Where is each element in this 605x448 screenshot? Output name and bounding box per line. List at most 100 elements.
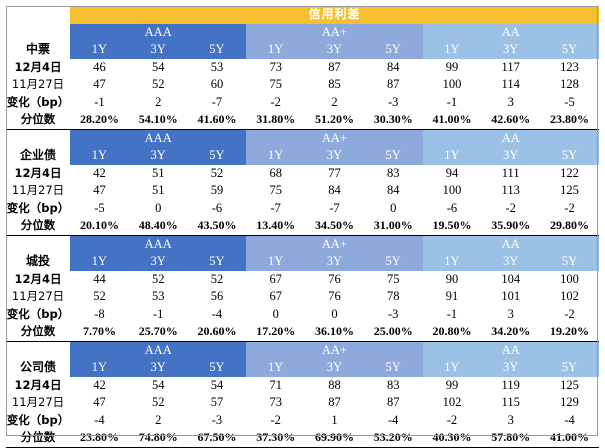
spread-value-cell: 100 — [560, 271, 579, 286]
tenor-header: 1Y — [246, 253, 306, 271]
spread-value-cell: 25.70% — [128, 323, 188, 342]
section-name: 企业债 — [20, 148, 57, 162]
row-label: 11月27日 — [11, 77, 65, 91]
spread-value-cell: 47 — [93, 183, 106, 197]
spread-value-cell: -2 — [505, 200, 516, 215]
spread-value-cell: 125 — [560, 183, 579, 197]
row-label: 分位数 — [6, 217, 71, 236]
spread-value-cell: 73 — [269, 395, 282, 409]
spread-value-cell: -1 — [152, 306, 164, 321]
tenor-header: 5Y — [187, 41, 247, 59]
row-label: 12月4日 — [14, 271, 62, 286]
spread-value-cell: 19.50% — [422, 217, 482, 236]
spread-value-cell: 87 — [386, 395, 400, 409]
spread-value-cell: 56 — [210, 289, 224, 303]
spread-value-cell: -8 — [94, 306, 105, 321]
spread-value-cell: 77 — [328, 165, 341, 180]
spread-value-cell: 54.10% — [128, 111, 188, 130]
rating-group-header: AA+ — [246, 235, 423, 253]
spread-value-cell: 42.60% — [481, 111, 541, 130]
tenor-header: 5Y — [540, 147, 599, 165]
tenor-header: 3Y — [128, 41, 188, 59]
spread-value-cell: 75 — [269, 183, 282, 197]
spread-value-cell: 85 — [328, 77, 341, 91]
spread-value-cell: 44 — [93, 271, 106, 286]
spread-value-cell: 57.80% — [481, 429, 541, 448]
previous-date-row: 11月27日 52 53 56 67 76 78 91 101 102 — [6, 288, 599, 306]
spread-value-cell: 3 — [507, 94, 514, 109]
row-label: 变化（bp） — [6, 306, 70, 321]
spread-value-cell: 100 — [442, 183, 462, 197]
tenor-header: 5Y — [363, 147, 423, 165]
tenor-header: 3Y — [305, 359, 364, 377]
row-label: 11月27日 — [11, 289, 65, 303]
tenor-header: 5Y — [187, 359, 247, 377]
tenor-header: 1Y — [70, 41, 129, 59]
tenor-header: 3Y — [305, 147, 364, 165]
row-label: 12月4日 — [14, 377, 62, 392]
tenor-header: 5Y — [187, 147, 247, 165]
spread-value-cell: 74.80% — [128, 429, 188, 448]
section-header-row: 城投 AAA AA+ AA — [6, 235, 599, 268]
spread-value-cell: 23.80% — [540, 111, 599, 130]
spread-value-cell: -4 — [387, 412, 399, 427]
spread-value-cell: -7 — [270, 200, 281, 215]
spread-value-cell: 13.40% — [246, 217, 306, 236]
spread-value-cell: 0 — [390, 200, 397, 215]
row-label: 12月4日 — [14, 165, 62, 180]
percentile-row: 分位数 23.80% 74.80% 67.50% 37.30% 69.90% 53.20% 4… — [6, 429, 599, 448]
spread-value-cell: 52 — [210, 271, 224, 286]
spread-value-cell: 84 — [328, 183, 341, 197]
row-label: 变化（bp） — [6, 412, 70, 427]
spread-value-cell: 123 — [560, 59, 579, 74]
spread-value-cell: 47 — [93, 395, 106, 409]
tenor-header: 1Y — [246, 359, 306, 377]
change-bp-row: 变化（bp） -8 -1 -4 0 0 -3 -1 3 -2 — [6, 306, 599, 324]
spread-value-cell: 40.30% — [422, 429, 482, 448]
previous-date-row: 11月27日 47 51 59 75 84 84 100 113 125 — [6, 182, 599, 200]
spread-value-cell: 71 — [269, 377, 282, 392]
rating-group-header: AA+ — [246, 341, 423, 359]
section-name: 公司债 — [20, 360, 57, 374]
rating-group-header: AA — [422, 235, 599, 253]
spread-value-cell: 99 — [445, 377, 459, 392]
tenor-header-row: 1Y 3Y 5Y 1Y 3Y 5Y 1Y 3Y 5Y — [6, 253, 599, 271]
current-date-row: 12月4日 44 52 52 67 76 75 90 104 100 — [6, 271, 599, 289]
spread-value-cell: 41.60% — [187, 111, 247, 130]
table-title: 信用利差 — [70, 6, 599, 24]
spread-value-cell: 3 — [507, 306, 514, 321]
spread-value-cell: 87 — [328, 59, 341, 74]
tenor-header: 1Y — [422, 41, 482, 59]
spread-value-cell: 52 — [151, 395, 165, 409]
section-name: 中票 — [26, 42, 51, 56]
spread-value-cell: 125 — [560, 377, 579, 392]
spread-value-cell: -1 — [94, 94, 105, 109]
change-bp-row: 变化（bp） -1 2 -7 -2 2 -3 -1 3 -5 — [6, 94, 599, 112]
spread-value-cell: 57 — [210, 395, 224, 409]
spread-value-cell: 0 — [331, 306, 338, 321]
spread-value-cell: 73 — [269, 59, 282, 74]
spread-value-cell: 30.30% — [363, 111, 423, 130]
spread-value-cell: 41.00% — [422, 111, 482, 130]
spread-value-cell: 23.80% — [70, 429, 129, 448]
spread-value-cell: 67 — [269, 289, 282, 303]
spread-value-cell: 52 — [151, 271, 165, 286]
spread-value-cell: 37.30% — [246, 429, 306, 448]
spread-value-cell: 67 — [269, 271, 282, 286]
rating-group-header: AA+ — [246, 129, 423, 147]
current-date-row: 12月4日 42 51 52 68 77 83 94 111 122 — [6, 165, 599, 183]
spread-value-cell: -1 — [446, 306, 458, 321]
rating-group-header: AAA — [70, 341, 247, 359]
tenor-header-row: 1Y 3Y 5Y 1Y 3Y 5Y 1Y 3Y 5Y — [6, 41, 599, 59]
spread-value-cell: 20.60% — [187, 323, 247, 342]
tenor-header: 3Y — [481, 41, 541, 59]
spread-value-cell: 20.80% — [422, 323, 482, 342]
spread-value-cell: 1 — [331, 412, 338, 427]
spread-value-cell: -2 — [564, 306, 575, 321]
spread-value-cell: 117 — [501, 59, 520, 74]
spread-value-cell: 122 — [560, 165, 579, 180]
tenor-header: 3Y — [128, 147, 188, 165]
spread-value-cell: 60 — [210, 77, 224, 91]
tenor-header: 1Y — [422, 253, 482, 271]
spread-value-cell: 51 — [151, 165, 165, 180]
